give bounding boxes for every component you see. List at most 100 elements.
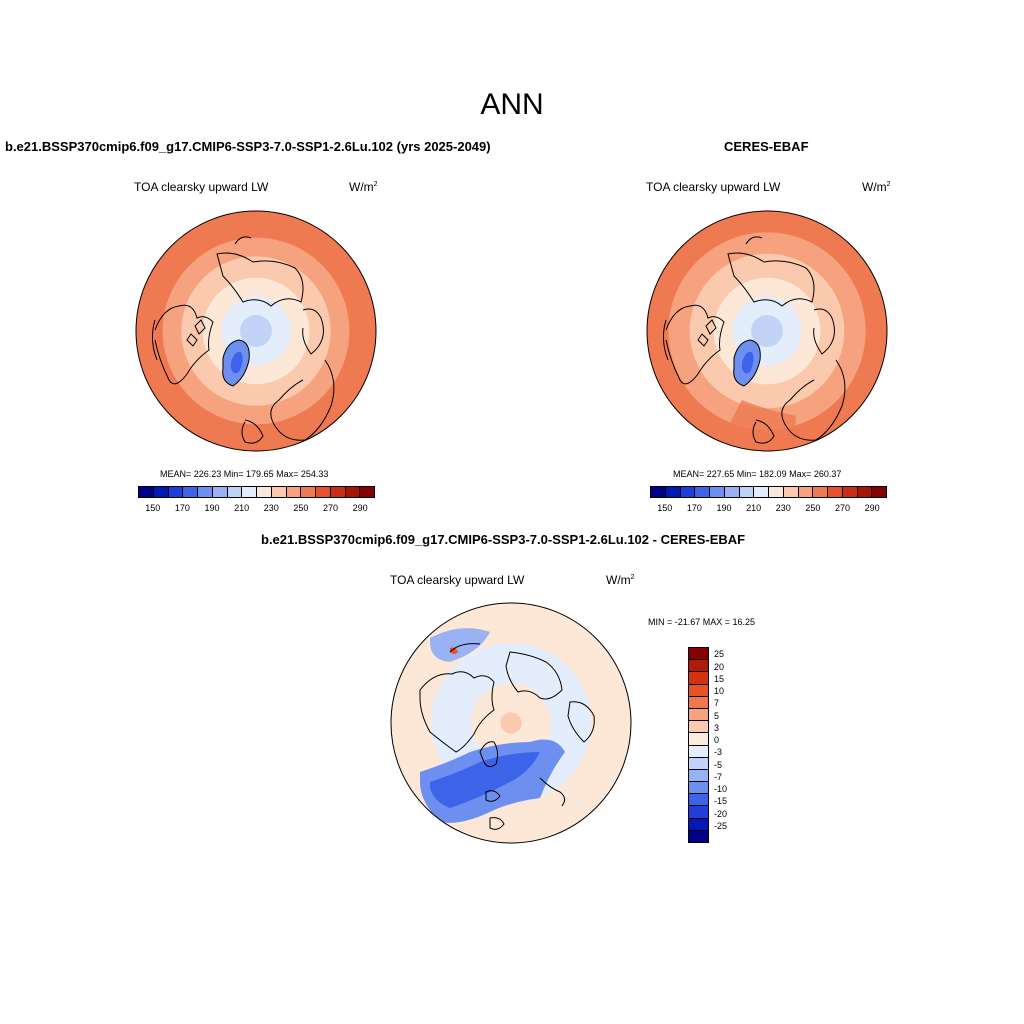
colorbar-label: 150 <box>145 503 161 513</box>
colorbar-box <box>689 757 708 770</box>
coastlines <box>419 643 595 830</box>
colorbar-label: 170 <box>174 503 190 513</box>
colorbar-box <box>689 672 708 685</box>
colorbar-label: 190 <box>204 503 220 513</box>
colorbar-label: 7 <box>714 698 720 709</box>
colorbar-box <box>665 487 681 497</box>
colorbar-box <box>153 487 169 497</box>
greenland-core <box>742 351 754 374</box>
colorbar-box <box>689 684 708 697</box>
colorbar-box <box>689 708 708 722</box>
model-panel-title: b.e21.BSSP370cmip6.f09_g17.CMIP6-SSP3-7.… <box>5 139 491 154</box>
colorbar-box <box>689 794 708 807</box>
colorbar-label: -10 <box>714 784 728 795</box>
colorbar-label: -7 <box>714 771 723 782</box>
greenland-core <box>231 351 243 374</box>
colorbar-box <box>695 487 710 497</box>
colorbar-box <box>689 733 708 746</box>
colorbar-box <box>689 721 708 734</box>
colorbar-box <box>651 487 666 497</box>
colorbar-box <box>139 487 154 497</box>
coastlines <box>662 236 846 444</box>
colorbar-box <box>345 487 361 497</box>
colorbar-label: 15 <box>714 673 725 684</box>
colorbar-box <box>301 487 316 497</box>
obs-stats: MEAN= 227.65 Min= 182.09 Max= 260.37 <box>673 469 842 479</box>
colorbar-box <box>689 696 708 709</box>
colorbar-box <box>769 487 784 497</box>
colorbar-label: 290 <box>864 503 880 513</box>
warm-spot <box>450 647 458 654</box>
model-stats: MEAN= 226.23 Min= 179.65 Max= 254.33 <box>160 469 329 479</box>
colorbar-box <box>872 487 886 497</box>
pacific-cold <box>430 628 490 662</box>
colorbar-box <box>689 818 708 831</box>
colorbar-box <box>689 660 708 673</box>
diff-polar-map <box>390 602 632 844</box>
colorbar-label: 170 <box>686 503 702 513</box>
colorbar-label: 20 <box>714 661 725 672</box>
obs-colorbar <box>650 486 887 498</box>
model-units: W/m2 <box>349 180 378 194</box>
colorbar-label: 10 <box>714 686 725 697</box>
colorbar-label: 290 <box>352 503 368 513</box>
colorbar-box <box>813 487 828 497</box>
coastlines <box>151 236 335 444</box>
europe-warm <box>726 400 796 450</box>
zonal-band <box>751 315 783 347</box>
obs-polar-map <box>646 210 888 452</box>
colorbar-box <box>680 487 696 497</box>
colorbar-label: 250 <box>293 503 309 513</box>
colorbar-box <box>689 745 708 758</box>
colorbar-box <box>689 782 708 795</box>
diff-colorbar-labels: 25 20 15 10 7 5 3 0 -3 -5 -7 -10 -15 -20 -25 <box>714 647 754 843</box>
colorbar-box <box>360 487 374 497</box>
colorbar-box <box>286 487 302 497</box>
colorbar-label: 230 <box>263 503 279 513</box>
diff-units: W/m2 <box>606 573 635 587</box>
colorbar-label: 150 <box>657 503 673 513</box>
atlantic-cold-core <box>430 752 540 808</box>
colorbar-box <box>842 487 858 497</box>
colorbar-label: -20 <box>714 808 728 819</box>
obs-units: W/m2 <box>862 180 891 194</box>
colorbar-label: -3 <box>714 747 723 758</box>
obs-left-string: TOA clearsky upward LW <box>646 180 781 194</box>
colorbar-box <box>689 769 708 783</box>
colorbar-box <box>168 487 184 497</box>
model-polar-map <box>135 210 377 452</box>
colorbar-label: 270 <box>835 503 851 513</box>
colorbar-box <box>183 487 198 497</box>
model-colorbar <box>138 486 375 498</box>
colorbar-box <box>724 487 740 497</box>
colorbar-box <box>739 487 755 497</box>
colorbar-label: 250 <box>805 503 821 513</box>
colorbar-box <box>271 487 287 497</box>
colorbar-label: -15 <box>714 796 728 807</box>
colorbar-box <box>212 487 228 497</box>
main-title: ANN <box>480 88 544 121</box>
diff-colorbar <box>688 647 709 843</box>
colorbar-box <box>857 487 873 497</box>
colorbar-box <box>828 487 843 497</box>
colorbar-box <box>198 487 213 497</box>
model-left-string: TOA clearsky upward LW <box>134 180 269 194</box>
obs-panel-title: CERES-EBAF <box>724 139 809 154</box>
colorbar-label: 25 <box>714 649 725 660</box>
colorbar-label: -5 <box>714 759 723 770</box>
model-colorbar-labels: 150 170 190 210 230 250 270 290 <box>138 503 375 515</box>
zonal-band <box>240 315 272 347</box>
colorbar-box <box>798 487 814 497</box>
colorbar-label: 210 <box>234 503 250 513</box>
colorbar-label: 230 <box>775 503 791 513</box>
colorbar-box <box>689 648 708 661</box>
colorbar-box <box>242 487 257 497</box>
colorbar-box <box>227 487 243 497</box>
colorbar-label: 3 <box>714 722 720 733</box>
colorbar-label: 270 <box>323 503 339 513</box>
colorbar-box <box>689 830 708 842</box>
colorbar-box <box>783 487 799 497</box>
obs-colorbar-labels: 150 170 190 210 230 250 270 290 <box>650 503 887 515</box>
colorbar-box <box>257 487 272 497</box>
colorbar-label: 190 <box>716 503 732 513</box>
